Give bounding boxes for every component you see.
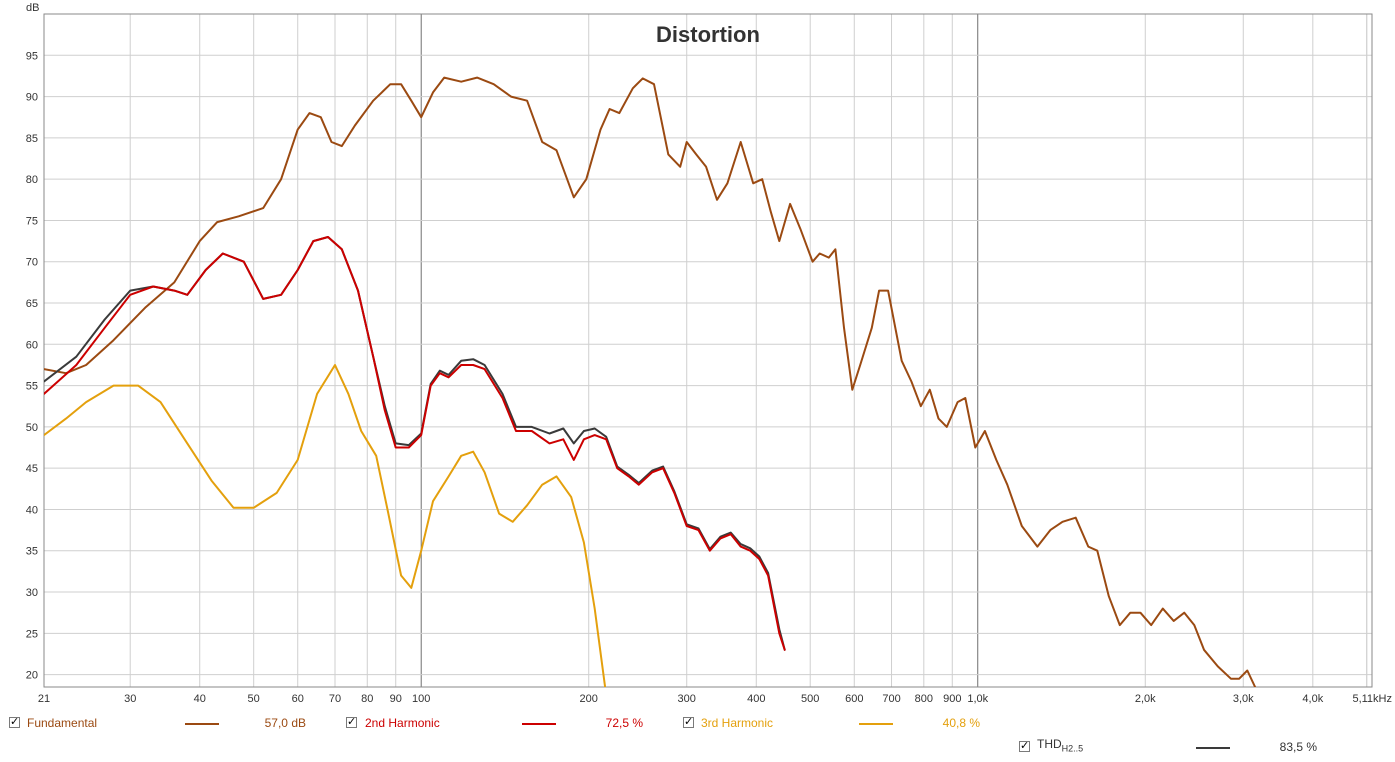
y-tick-label: 70: [26, 257, 38, 269]
h3-swatch: [859, 723, 893, 725]
grid: [43, 13, 1373, 688]
x-tick-label: 600: [845, 693, 863, 705]
x-tick-label: 300: [678, 693, 696, 705]
y-tick-label: 60: [26, 339, 38, 351]
fundamental-value: 57,0 dB: [264, 716, 306, 730]
h2-value: 72,5 %: [605, 716, 643, 730]
x-tick-label: 50: [248, 693, 260, 705]
x-tick-label: 60: [292, 693, 304, 705]
legend: Fundamental 57,0 dB 2nd Harmonic 72,5 % …: [0, 714, 1395, 762]
x-tick-label: 400: [747, 693, 765, 705]
x-tick-label: 1,0k: [967, 693, 988, 705]
thd-label-sub: H2..5: [1061, 743, 1084, 754]
x-tick-label: 90: [390, 693, 402, 705]
y-tick-label: 30: [26, 587, 38, 599]
x-tick-label: 200: [580, 693, 598, 705]
thd-checkbox[interactable]: [1019, 741, 1030, 752]
h2-checkbox[interactable]: [346, 717, 357, 728]
y-tick-label: 75: [26, 215, 38, 227]
x-tick-label: 500: [801, 693, 819, 705]
fundamental-swatch: [185, 723, 219, 725]
y-tick-label: 50: [26, 422, 38, 434]
x-tick-label: 40: [194, 693, 206, 705]
x-tick-label: 3,0k: [1233, 693, 1254, 705]
h2-label: 2nd Harmonic: [365, 716, 440, 730]
x-tick-label: 900: [943, 693, 961, 705]
h3-checkbox[interactable]: [683, 717, 694, 728]
y-tick-label: 25: [26, 628, 38, 640]
h3-value: 40,8 %: [942, 716, 980, 730]
series-line-fundamental: [44, 76, 1257, 687]
y-tick-label: 35: [26, 546, 38, 558]
series-line-2nd-harmonic: [44, 236, 786, 651]
x-tick-label: 2,0k: [1135, 693, 1156, 705]
x-tick-label: 100: [412, 693, 430, 705]
x-tick-label: 30: [124, 693, 136, 705]
fundamental-label: Fundamental: [27, 716, 98, 730]
y-tick-label: 95: [26, 50, 38, 62]
thd-label-main: THD: [1037, 737, 1062, 751]
h2-swatch: [522, 723, 556, 725]
y-tick-label: 55: [26, 381, 38, 393]
x-tick-label: 21: [38, 693, 50, 705]
x-tick-label: 80: [361, 693, 373, 705]
x-tick-label: 4,0k: [1302, 693, 1323, 705]
y-tick-label: 20: [26, 670, 38, 682]
y-tick-label: 45: [26, 463, 38, 475]
thd-value: 83,5 %: [1279, 740, 1317, 754]
x-tick-label: 70: [329, 693, 341, 705]
h3-label: 3rd Harmonic: [701, 716, 774, 730]
y-tick-label: 90: [26, 92, 38, 104]
x-tick-label: 5,11kHz: [1352, 693, 1392, 705]
x-tick-label: 700: [882, 693, 900, 705]
y-tick-label: 40: [26, 504, 38, 516]
thd-label: THDH2..5: [1037, 737, 1083, 753]
fundamental-checkbox[interactable]: [9, 717, 20, 728]
series-layer: [44, 76, 1257, 687]
y-axis-unit-label: dB: [26, 2, 39, 14]
plot-area-background: [0, 0, 1395, 710]
chart-title: Distortion: [656, 22, 760, 47]
y-tick-label: 85: [26, 133, 38, 145]
plot-frame: [43, 13, 1373, 688]
x-tick-label: 800: [915, 693, 933, 705]
series-line-3rd-harmonic: [44, 364, 607, 687]
y-tick-label: 65: [26, 298, 38, 310]
thd-swatch: [1196, 747, 1230, 749]
y-tick-label: 80: [26, 174, 38, 186]
